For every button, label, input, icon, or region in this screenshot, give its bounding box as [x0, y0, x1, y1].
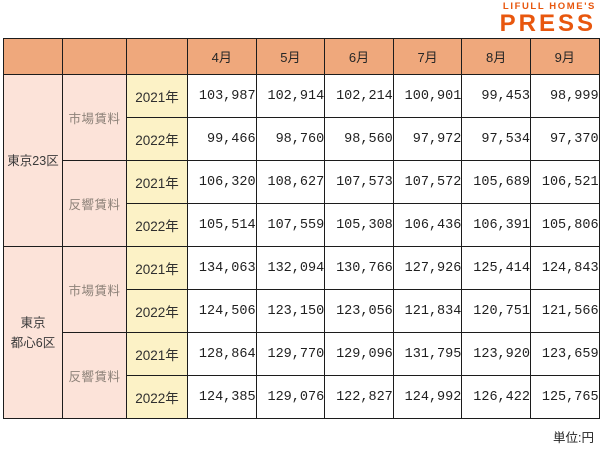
table-row: 東京 都心6区 市場賃料 2021年 134,063 132,094 130,7… [3, 246, 600, 419]
value-cell: 129,076 [255, 375, 326, 419]
value-cell: 105,806 [529, 203, 600, 247]
value-cell: 106,436 [392, 203, 463, 247]
value-cell: 123,150 [255, 289, 326, 333]
value-cell: 99,453 [461, 74, 531, 118]
value-cell: 98,999 [529, 74, 600, 118]
header-empty-cell [62, 38, 127, 75]
year-cell: 2022年 [126, 117, 188, 161]
table-row: 2022年 124,385 129,076 122,827 124,992 12… [4, 375, 600, 419]
value-cell: 103,987 [187, 74, 257, 118]
logo-wordmark-lifull-homes: LIFULL HOME'S [502, 1, 596, 12]
value-cell: 125,414 [461, 246, 531, 290]
value-cell: 121,834 [392, 289, 463, 333]
lifull-homes-press-logo: LIFULL HOME'S PRESS [500, 2, 596, 35]
value-cell: 122,827 [324, 375, 394, 419]
year-cell: 2021年 [126, 160, 188, 204]
year-cell: 2021年 [126, 332, 188, 376]
value-cell: 124,385 [187, 375, 257, 419]
month-header: 9月 [529, 38, 600, 75]
rent-type-cell-market: 市場賃料 [62, 74, 127, 161]
value-cell: 131,795 [392, 332, 463, 376]
value-cell: 127,926 [392, 246, 463, 290]
value-cell: 125,765 [529, 375, 600, 419]
value-cell: 123,920 [461, 332, 531, 376]
value-cell: 130,766 [324, 246, 394, 290]
rent-type-cell-market: 市場賃料 [62, 246, 127, 333]
value-cell: 134,063 [187, 246, 257, 290]
value-cell: 126,422 [461, 375, 531, 419]
table-row: 2022年 105,514 107,559 105,308 106,436 10… [4, 203, 600, 247]
value-cell: 105,308 [324, 203, 394, 247]
table-row: 反響賃料 2021年 128,864 129,770 129,096 131,7… [4, 332, 600, 419]
value-cell: 105,689 [461, 160, 531, 204]
table-row: 2022年 124,506 123,150 123,056 121,834 12… [4, 289, 600, 333]
value-cell: 97,972 [392, 117, 463, 161]
rent-type-cell-response: 反響賃料 [62, 160, 127, 247]
value-cell: 128,864 [187, 332, 257, 376]
year-cell: 2021年 [126, 74, 188, 118]
month-header: 4月 [187, 38, 257, 75]
year-cell: 2021年 [126, 246, 188, 290]
header-empty-cell [3, 38, 63, 75]
value-cell: 123,659 [529, 332, 600, 376]
value-cell: 106,320 [187, 160, 257, 204]
value-cell: 124,843 [529, 246, 600, 290]
value-cell: 105,514 [187, 203, 257, 247]
table-row: 2022年 99,466 98,760 98,560 97,972 97,534… [4, 117, 600, 161]
value-cell: 98,560 [324, 117, 394, 161]
region-cell-tokyo23: 東京23区 [3, 74, 63, 247]
value-cell: 99,466 [187, 117, 257, 161]
logo-wordmark-press: PRESS [499, 9, 596, 37]
value-cell: 129,770 [255, 332, 326, 376]
value-cell: 97,370 [529, 117, 600, 161]
value-cell: 106,391 [461, 203, 531, 247]
value-cell: 107,559 [255, 203, 326, 247]
value-cell: 97,534 [461, 117, 531, 161]
value-cell: 108,627 [255, 160, 326, 204]
value-cell: 102,914 [255, 74, 326, 118]
month-header: 7月 [392, 38, 463, 75]
month-header: 5月 [255, 38, 326, 75]
unit-note: 単位:円 [553, 431, 594, 445]
value-cell: 107,573 [324, 160, 394, 204]
table-row: 東京23区 市場賃料 2021年 103,987 102,914 102,214… [3, 74, 600, 247]
table-row: 反響賃料 2021年 106,320 108,627 107,573 107,5… [4, 160, 600, 247]
header-empty-cell [126, 38, 188, 75]
rent-data-table: 4月 5月 6月 7月 8月 9月 東京23区 市場賃料 2021年 103,9… [3, 38, 600, 419]
value-cell: 120,751 [461, 289, 531, 333]
value-cell: 98,760 [255, 117, 326, 161]
region-cell-tokyo-central6: 東京 都心6区 [3, 246, 63, 419]
value-cell: 106,521 [529, 160, 600, 204]
value-cell: 100,901 [392, 74, 463, 118]
year-cell: 2022年 [126, 203, 188, 247]
rent-type-cell-response: 反響賃料 [62, 332, 127, 419]
value-cell: 129,096 [324, 332, 394, 376]
value-cell: 124,506 [187, 289, 257, 333]
month-header: 6月 [324, 38, 394, 75]
value-cell: 121,566 [529, 289, 600, 333]
table-header-row: 4月 5月 6月 7月 8月 9月 [3, 38, 600, 75]
year-cell: 2022年 [126, 289, 188, 333]
year-cell: 2022年 [126, 375, 188, 419]
value-cell: 124,992 [392, 375, 463, 419]
value-cell: 132,094 [255, 246, 326, 290]
value-cell: 107,572 [392, 160, 463, 204]
value-cell: 102,214 [324, 74, 394, 118]
month-header: 8月 [461, 38, 531, 75]
value-cell: 123,056 [324, 289, 394, 333]
